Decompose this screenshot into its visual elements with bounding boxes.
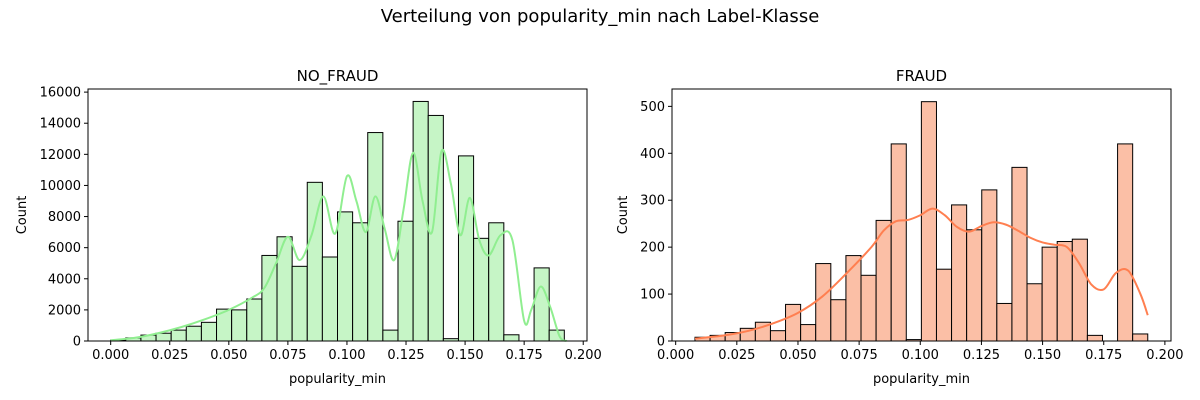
panel-2-histogram-bar bbox=[830, 299, 847, 342]
panel-2-y-tick-label: 400 bbox=[640, 147, 665, 162]
panel-1-x-tick-label: 0.025 bbox=[151, 348, 188, 363]
panel-2-histogram-bar bbox=[815, 263, 832, 342]
panel-2-x-tick-label: 0.050 bbox=[779, 348, 816, 363]
panel-1-axes-frame bbox=[87, 88, 588, 342]
panel-2-x-tick-label: 0.175 bbox=[1085, 348, 1122, 363]
panel-2-histogram-bar bbox=[860, 274, 877, 342]
panel-2-histogram-bar bbox=[1056, 241, 1073, 342]
panel-2-y-tick-label: 100 bbox=[640, 288, 665, 303]
panel-2-histogram-bar bbox=[800, 324, 817, 342]
panel-2-x-tick-label: 0.000 bbox=[657, 348, 694, 363]
panel-1-histogram-bar bbox=[291, 265, 308, 342]
panel-2-y-axis-label: Count bbox=[616, 196, 631, 235]
panel-1-histogram-bar bbox=[321, 256, 339, 342]
panel-1-x-tick-label: 0.075 bbox=[269, 348, 306, 363]
panel-2-x-tick-label: 0.075 bbox=[841, 348, 878, 363]
panel-2-histogram-bar bbox=[1117, 143, 1134, 342]
panel-2-title: FRAUD bbox=[896, 67, 947, 85]
panel-2-y-tick-label: 200 bbox=[640, 241, 665, 256]
panel-1-y-tick-label: 0 bbox=[73, 335, 81, 350]
panel-2-x-tick-label: 0.150 bbox=[1024, 348, 1061, 363]
figure-suptitle: Verteilung von popularity_min nach Label… bbox=[380, 6, 820, 27]
panel-1-x-tick-label: 0.000 bbox=[92, 348, 129, 363]
panel-1-histogram-bar bbox=[337, 211, 354, 342]
panel-2-histogram-bar bbox=[981, 189, 998, 342]
panel-2-x-tick-label: 0.125 bbox=[963, 348, 1000, 363]
panel-1-x-tick-label: 0.200 bbox=[565, 348, 602, 363]
panel-2-histogram-bar bbox=[1011, 166, 1028, 342]
panel-2-y-tick-label: 300 bbox=[640, 194, 665, 209]
panel-1-histogram-bar bbox=[200, 321, 218, 342]
panel-1-x-tick-label: 0.125 bbox=[387, 348, 424, 363]
panel-2-y-tick-label: 0 bbox=[657, 335, 665, 350]
panel-2-histogram-bar bbox=[769, 330, 787, 342]
panel-1-x-tick-label: 0.150 bbox=[446, 348, 483, 363]
panel-1-histogram-bar bbox=[503, 334, 520, 342]
panel-1-histogram-bar bbox=[397, 220, 414, 342]
panel-1-histogram-bar bbox=[155, 332, 172, 342]
panel-1-y-tick-label: 12000 bbox=[40, 148, 81, 163]
panel-1-histogram-bar bbox=[427, 114, 444, 342]
panel-2-axes-frame bbox=[671, 88, 1172, 342]
panel-2-kde-line bbox=[694, 207, 1149, 340]
panel-1-y-tick-label: 2000 bbox=[48, 303, 81, 318]
panel-1-histogram-bar bbox=[246, 298, 263, 342]
panel-1-histogram-bar bbox=[306, 181, 323, 342]
panel-1-histogram-bar bbox=[457, 155, 475, 342]
panel-1-y-axis-label: Count bbox=[15, 196, 30, 235]
panel-1-title: NO_FRAUD bbox=[297, 67, 379, 86]
panel-2-y-tick-label: 500 bbox=[640, 100, 665, 115]
panel-1-y-tick-label: 6000 bbox=[48, 241, 81, 256]
panel-2-x-tick-label: 0.200 bbox=[1146, 348, 1183, 363]
panel-2-histogram-bar bbox=[966, 229, 983, 342]
panel-2-x-tick-label: 0.025 bbox=[718, 348, 755, 363]
panel-2-x-tick-label: 0.100 bbox=[902, 348, 939, 363]
panel-2-histogram-bar bbox=[1086, 334, 1103, 342]
panel-1-y-tick-label: 10000 bbox=[40, 179, 81, 194]
panel-1-y-tick-label: 14000 bbox=[40, 117, 81, 132]
panel-1-histogram-bar bbox=[382, 329, 399, 342]
panel-2-histogram-bar bbox=[996, 302, 1013, 342]
panel-2-x-axis-label: popularity_min bbox=[873, 372, 970, 387]
panel-1-histogram-bar bbox=[533, 267, 550, 342]
panel-1-histogram-bar bbox=[231, 309, 248, 342]
panel-1-histogram-bar bbox=[170, 329, 187, 342]
panel-1-histogram-bar bbox=[352, 222, 369, 342]
panel-2-histogram-bar bbox=[935, 268, 953, 342]
panel-2-histogram-bar bbox=[1026, 283, 1043, 342]
panel-1-histogram-bar bbox=[367, 132, 384, 342]
panel-1-y-tick-label: 16000 bbox=[40, 86, 81, 101]
panel-2-histogram-bar bbox=[785, 303, 802, 342]
panel-2-histogram-bar bbox=[1041, 246, 1058, 342]
panel-1-x-tick-label: 0.100 bbox=[328, 348, 365, 363]
panel-1-histogram-bar bbox=[185, 325, 202, 342]
panel-1-x-axis-label: popularity_min bbox=[289, 372, 386, 387]
panel-2-histogram-bar bbox=[1071, 238, 1088, 342]
panel-2-histogram-bar bbox=[1132, 333, 1149, 342]
panel-1-y-tick-label: 4000 bbox=[48, 272, 81, 287]
panel-1-y-tick-label: 8000 bbox=[48, 210, 81, 225]
panel-2-histogram-bar bbox=[845, 255, 862, 342]
panel-1-x-tick-label: 0.050 bbox=[210, 348, 247, 363]
panel-1-kde-line bbox=[110, 148, 568, 342]
panel-1-x-tick-label: 0.175 bbox=[506, 348, 543, 363]
panel-2-histogram-bar bbox=[890, 143, 907, 342]
panel-2-histogram-bar bbox=[920, 101, 937, 342]
